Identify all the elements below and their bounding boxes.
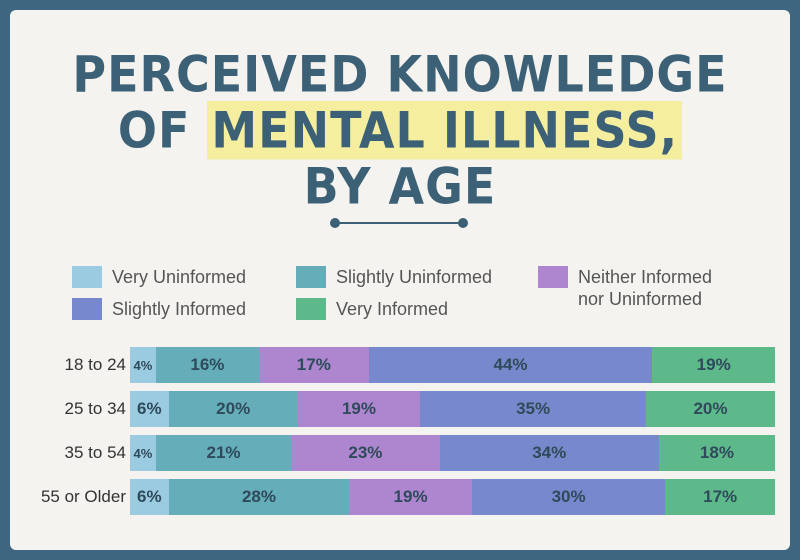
bar-segment: 21% xyxy=(155,435,292,471)
legend-item: Very Uninformed xyxy=(72,266,246,290)
title-divider xyxy=(334,222,464,224)
divider-right-dot xyxy=(458,218,468,228)
infographic-card: PERCEIVED KNOWLEDGE OF MENTAL ILLNESS, B… xyxy=(10,10,790,550)
bar-segment: 44% xyxy=(368,347,653,383)
bar-segment: 34% xyxy=(439,435,659,471)
title-line-2: OF MENTAL ILLNESS, xyxy=(10,101,790,160)
bar-segment: 6% xyxy=(130,479,169,515)
bar-segment: 4% xyxy=(130,347,156,383)
bar-segment: 19% xyxy=(297,391,421,427)
bar-segment: 35% xyxy=(420,391,646,427)
legend-label: Very Informed xyxy=(336,299,449,319)
title-line-1: PERCEIVED KNOWLEDGE xyxy=(72,44,728,104)
legend-item: Slightly Informed xyxy=(72,298,246,322)
title-line-3: BY AGE xyxy=(303,157,497,216)
category-label: 35 to 54 xyxy=(64,443,126,462)
bar-segment: 6% xyxy=(130,391,169,427)
bar-segment: 18% xyxy=(658,435,775,471)
legend-item: Very Informed xyxy=(296,298,448,322)
bar-segment: 16% xyxy=(155,347,259,383)
stacked-bar: 4% 16% 17% 44% 19% xyxy=(130,347,775,383)
legend-swatch xyxy=(296,298,326,320)
bar-segment: 17% xyxy=(258,347,369,383)
legend-swatch xyxy=(538,266,568,288)
bar-segment: 17% xyxy=(665,479,775,515)
chart-title: PERCEIVED KNOWLEDGE OF MENTAL ILLNESS, B… xyxy=(10,46,790,214)
legend-label: Neither Informed nor Uninformed xyxy=(578,267,713,309)
legend-label: Very Uninformed xyxy=(112,267,247,287)
legend-item: Slightly Uninformed xyxy=(296,266,492,290)
bar-segment: 20% xyxy=(645,391,775,427)
bar-segment: 19% xyxy=(349,479,472,515)
legend-swatch xyxy=(72,266,102,288)
stacked-bar: 4% 21% 23% 34% 18% xyxy=(130,435,775,471)
bar-segment: 28% xyxy=(168,479,350,515)
legend-swatch xyxy=(72,298,102,320)
title-line-2-prefix: OF xyxy=(117,101,208,160)
bar-segment: 4% xyxy=(130,435,156,471)
stacked-bar: 6% 28% 19% 30% 17% xyxy=(130,479,775,515)
legend-label: Slightly Uninformed xyxy=(336,267,493,287)
legend-label: Slightly Informed xyxy=(112,299,247,319)
bar-segment: 20% xyxy=(168,391,298,427)
divider-left-dot xyxy=(330,218,340,228)
legend-swatch xyxy=(296,266,326,288)
category-label: 25 to 34 xyxy=(64,399,126,418)
category-label: 55 or Older xyxy=(40,487,126,506)
bar-segment: 30% xyxy=(471,479,666,515)
bar-segment: 19% xyxy=(652,347,775,383)
title-highlight: MENTAL ILLNESS, xyxy=(207,101,683,160)
legend-item: Neither Informed nor Uninformed xyxy=(538,266,712,309)
bar-segment: 23% xyxy=(291,435,440,471)
category-label: 18 to 24 xyxy=(64,355,126,374)
stacked-bar: 6% 20% 19% 35% 20% xyxy=(130,391,775,427)
